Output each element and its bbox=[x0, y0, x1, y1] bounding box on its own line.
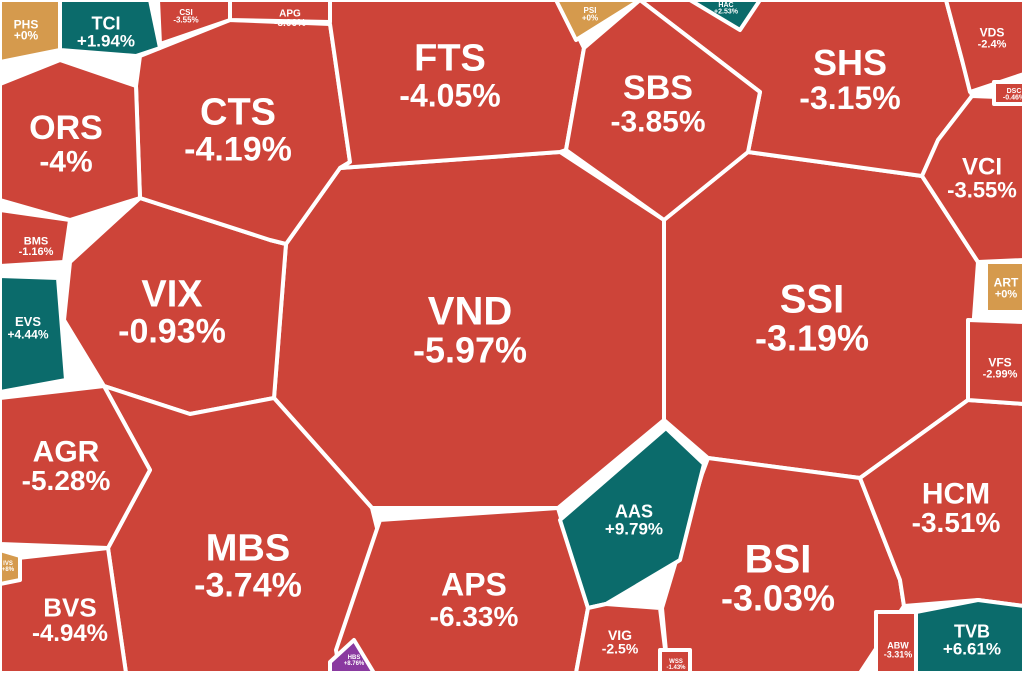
cell-bms[interactable] bbox=[0, 208, 72, 268]
cell-vfs-symbol: VFS bbox=[988, 355, 1011, 369]
cell-hac[interactable] bbox=[688, 0, 762, 32]
cell-hac-change: +2.53% bbox=[714, 9, 739, 16]
cell-sbs-change: -3.85% bbox=[610, 105, 705, 138]
cell-ivs-symbol: IVS bbox=[3, 561, 13, 567]
cell-abw-symbol: ABW bbox=[887, 641, 909, 651]
cell-aas-symbol: AAS bbox=[615, 501, 653, 521]
cell-wss-symbol: WSS bbox=[669, 659, 683, 665]
cell-vig-change: -2.5% bbox=[602, 640, 639, 656]
cell-bvs[interactable] bbox=[0, 546, 128, 673]
cell-fts-change: -4.05% bbox=[399, 78, 500, 114]
cell-bvs-symbol: BVS bbox=[43, 592, 96, 622]
cell-fts-symbol: FTS bbox=[414, 38, 486, 80]
cell-abw[interactable] bbox=[874, 610, 918, 673]
cell-apg-change: -3.06% bbox=[274, 18, 306, 29]
cell-csi-change: -3.55% bbox=[173, 15, 198, 24]
cell-bms-change: -1.16% bbox=[19, 246, 54, 258]
cell-ors-change: -4% bbox=[39, 145, 92, 178]
cell-vci-symbol: VCI bbox=[962, 154, 1002, 181]
cell-evs-symbol: EVS bbox=[15, 314, 41, 329]
cell-art-change: +0% bbox=[995, 289, 1018, 301]
cell-csi[interactable] bbox=[156, 0, 232, 46]
cell-tvb-change: +6.61% bbox=[943, 640, 1001, 659]
cell-vfs-change: -2.99% bbox=[983, 369, 1018, 381]
cell-bsi-change: -3.03% bbox=[721, 577, 835, 618]
cell-art-symbol: ART bbox=[994, 275, 1019, 289]
cell-tci-change: +1.94% bbox=[77, 32, 135, 51]
cell-ors[interactable] bbox=[0, 58, 142, 222]
cell-sbs-symbol: SBS bbox=[623, 69, 693, 107]
cell-dsc[interactable] bbox=[992, 80, 1024, 106]
cell-cts-change: -4.19% bbox=[184, 131, 292, 169]
cell-abw-change: -3.31% bbox=[884, 649, 913, 659]
cell-vnd-symbol: VND bbox=[428, 289, 512, 333]
cell-mbs-change: -3.74% bbox=[194, 567, 302, 605]
cell-agr-symbol: AGR bbox=[33, 436, 100, 469]
cell-apg-symbol: APG bbox=[279, 9, 301, 20]
cell-agr-change: -5.28% bbox=[22, 465, 111, 496]
cell-tvb-symbol: TVB bbox=[954, 621, 990, 641]
cell-vci-change: -3.55% bbox=[947, 177, 1017, 202]
cell-vci[interactable] bbox=[920, 94, 1024, 264]
cell-phs-symbol: PHS bbox=[14, 17, 39, 31]
cell-vig[interactable] bbox=[574, 602, 670, 673]
cell-psi[interactable] bbox=[554, 0, 642, 42]
cell-aps-symbol: APS bbox=[441, 566, 507, 602]
cell-ssi-change: -3.19% bbox=[755, 317, 869, 358]
cell-tci-symbol: TCI bbox=[92, 13, 121, 33]
cell-vix-symbol: VIX bbox=[141, 274, 203, 316]
cell-bvs-change: -4.94% bbox=[32, 620, 108, 647]
cell-bms-symbol: BMS bbox=[24, 235, 48, 247]
cell-shs-change: -3.15% bbox=[799, 80, 900, 116]
cell-vnd-change: -5.97% bbox=[413, 329, 527, 370]
cell-bsi-symbol: BSI bbox=[745, 537, 812, 581]
cell-wss-change: -1.43% bbox=[666, 665, 686, 671]
cell-hbs-symbol: HBS bbox=[348, 655, 361, 661]
cell-ivs[interactable] bbox=[0, 548, 22, 586]
cell-aps[interactable] bbox=[334, 506, 590, 673]
cell-dsc-symbol: DSC bbox=[1007, 88, 1022, 95]
cell-aps-change: -6.33% bbox=[430, 601, 519, 632]
cell-hcm-change: -3.51% bbox=[912, 507, 1001, 538]
cell-hac-symbol: HAC bbox=[718, 2, 733, 9]
cell-vds-change: -2.4% bbox=[978, 39, 1007, 51]
cell-agr[interactable] bbox=[0, 384, 152, 550]
cell-mbs-symbol: MBS bbox=[206, 528, 290, 570]
cell-phs[interactable] bbox=[0, 0, 62, 64]
cell-vig-symbol: VIG bbox=[608, 627, 632, 643]
cell-sbs[interactable] bbox=[564, 0, 762, 222]
cell-phs-change: +0% bbox=[14, 29, 39, 43]
cell-evs-change: +4.44% bbox=[7, 327, 48, 341]
cell-dsc-change: -0.46% bbox=[1003, 95, 1024, 102]
cell-vix-change: -0.93% bbox=[118, 313, 226, 351]
cell-vds-symbol: VDS bbox=[980, 25, 1005, 39]
cell-ivs-change: +8% bbox=[2, 567, 15, 573]
cell-psi-change: +0% bbox=[582, 13, 598, 22]
cell-aas-change: +9.79% bbox=[605, 520, 663, 539]
cell-art[interactable] bbox=[984, 260, 1024, 314]
cell-psi-symbol: PSI bbox=[584, 6, 597, 15]
cell-cts-symbol: CTS bbox=[200, 92, 276, 134]
cell-shs-symbol: SHS bbox=[813, 42, 887, 83]
cell-evs[interactable] bbox=[0, 274, 68, 394]
cell-hbs[interactable] bbox=[328, 638, 376, 673]
cell-hcm-symbol: HCM bbox=[922, 478, 990, 511]
cell-vfs[interactable] bbox=[966, 318, 1024, 406]
cell-ssi-symbol: SSI bbox=[780, 277, 844, 321]
cell-wss[interactable] bbox=[658, 648, 692, 673]
cell-csi-symbol: CSI bbox=[179, 8, 192, 17]
cell-hbs-change: +8.76% bbox=[344, 661, 365, 667]
cell-ors-symbol: ORS bbox=[29, 109, 103, 147]
